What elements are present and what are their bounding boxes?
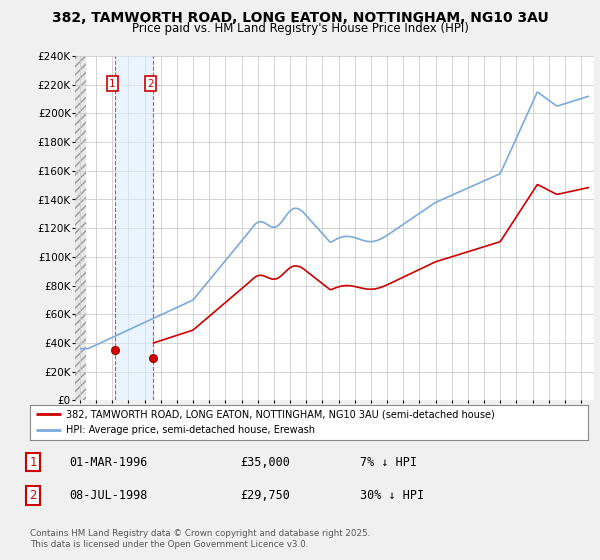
Text: 2: 2 <box>148 78 154 88</box>
Text: 1: 1 <box>29 455 37 469</box>
Text: 2: 2 <box>29 489 37 502</box>
Text: 08-JUL-1998: 08-JUL-1998 <box>69 489 148 502</box>
Text: Price paid vs. HM Land Registry's House Price Index (HPI): Price paid vs. HM Land Registry's House … <box>131 22 469 35</box>
Bar <box>115 56 153 400</box>
Text: HPI: Average price, semi-detached house, Erewash: HPI: Average price, semi-detached house,… <box>66 425 315 435</box>
Bar <box>75 56 86 400</box>
Text: £29,750: £29,750 <box>240 489 290 502</box>
Text: 7% ↓ HPI: 7% ↓ HPI <box>360 455 417 469</box>
Text: Contains HM Land Registry data © Crown copyright and database right 2025.
This d: Contains HM Land Registry data © Crown c… <box>30 529 370 549</box>
Text: 01-MAR-1996: 01-MAR-1996 <box>69 455 148 469</box>
Text: 1: 1 <box>109 78 116 88</box>
Text: 30% ↓ HPI: 30% ↓ HPI <box>360 489 424 502</box>
Text: £35,000: £35,000 <box>240 455 290 469</box>
Text: 382, TAMWORTH ROAD, LONG EATON, NOTTINGHAM, NG10 3AU (semi-detached house): 382, TAMWORTH ROAD, LONG EATON, NOTTINGH… <box>66 409 495 419</box>
Text: 382, TAMWORTH ROAD, LONG EATON, NOTTINGHAM, NG10 3AU: 382, TAMWORTH ROAD, LONG EATON, NOTTINGH… <box>52 11 548 25</box>
